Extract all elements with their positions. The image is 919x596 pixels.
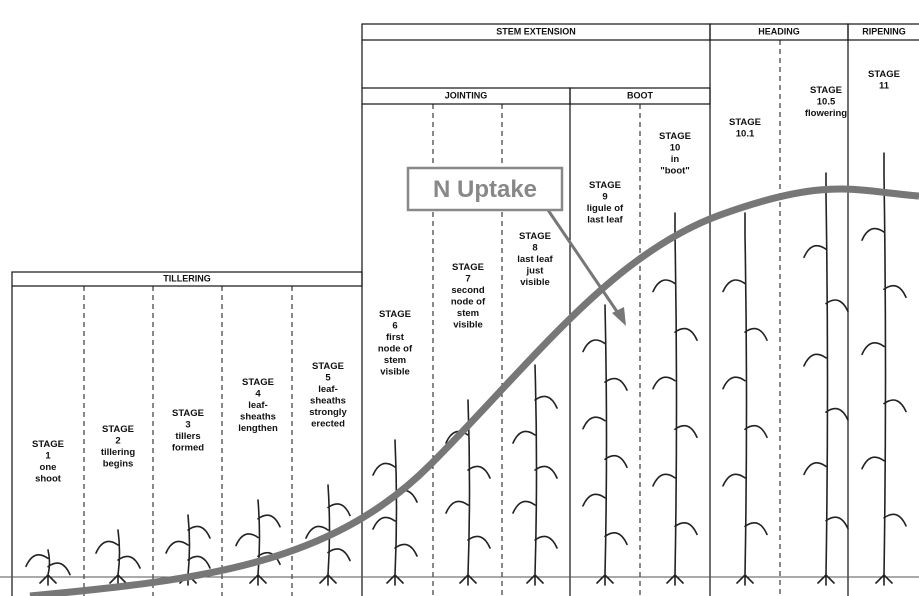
stage-label-line: 10.1 xyxy=(736,129,755,140)
stage-label-line: 10 xyxy=(670,143,681,154)
arrow xyxy=(548,210,620,316)
stage-label-line: node of xyxy=(451,297,486,308)
stage-label-line: STAGE xyxy=(810,85,842,96)
stage-label-line: STAGE xyxy=(242,377,274,388)
stage-label-line: 8 xyxy=(532,243,537,254)
plants xyxy=(26,153,906,585)
plant xyxy=(373,440,417,585)
stage-label-line: visible xyxy=(380,367,410,378)
stage-label-line: 5 xyxy=(325,373,331,384)
stage-label-line: 2 xyxy=(115,436,120,447)
stage-label-line: one xyxy=(40,462,57,473)
stage-label-line: flowering xyxy=(805,108,847,119)
stage-label-line: STAGE xyxy=(312,361,344,372)
stage-label-line: leaf- xyxy=(318,384,338,395)
plant xyxy=(723,213,767,585)
plant xyxy=(804,173,848,585)
stage-label-line: STAGE xyxy=(659,131,691,142)
stage-label-line: 6 xyxy=(392,321,397,332)
plant xyxy=(26,550,70,585)
plant xyxy=(513,365,557,585)
plant xyxy=(236,500,280,585)
stage-label-line: STAGE xyxy=(589,180,621,191)
stage-label-line: STAGE xyxy=(519,231,551,242)
n-uptake-label: N Uptake xyxy=(433,176,537,203)
stage-label-line: 1 xyxy=(45,451,51,462)
stage-label-line: begins xyxy=(103,459,134,470)
plant xyxy=(862,153,906,585)
plant xyxy=(583,305,627,585)
stage-label-line: 7 xyxy=(465,274,470,285)
header: STEM EXTENSION xyxy=(496,26,576,36)
stage-label-line: STAGE xyxy=(32,439,64,450)
stage-label-line: 9 xyxy=(602,192,607,203)
stage-label-line: 3 xyxy=(185,420,190,431)
stage-label-line: sheaths xyxy=(310,396,346,407)
stage-label-line: first xyxy=(386,332,405,343)
stage-label-line: "boot" xyxy=(660,166,690,177)
stage-labels: STAGE1oneshootSTAGE2tilleringbeginsSTAGE… xyxy=(32,69,900,485)
header: BOOT xyxy=(627,90,654,100)
n-uptake-curve xyxy=(30,189,919,596)
stage-label-line: lengthen xyxy=(238,423,278,434)
stage-label-line: stem xyxy=(384,355,406,366)
stage-label-line: ligule of xyxy=(587,203,624,214)
stage-label-line: 11 xyxy=(879,81,890,92)
header: HEADING xyxy=(758,26,800,36)
stage-label-line: tillering xyxy=(101,447,136,458)
stage-label-line: strongly xyxy=(309,407,347,418)
diagram: TILLERING STEM EXTENSION HEADING RIPENIN… xyxy=(0,0,919,596)
stage-label-line: just xyxy=(526,266,545,277)
stage-label-line: second xyxy=(451,285,484,296)
plant xyxy=(653,213,697,585)
stage-label-line: visible xyxy=(453,320,483,331)
stage-label-line: sheaths xyxy=(240,412,276,423)
stage-label-line: STAGE xyxy=(379,309,411,320)
stage-label-line: last leaf xyxy=(587,215,623,226)
stage-label-line: tillers xyxy=(175,431,200,442)
stage-label-line: stem xyxy=(457,308,479,319)
stage-label-line: 4 xyxy=(255,389,261,400)
header: RIPENING xyxy=(862,26,906,36)
header: JOINTING xyxy=(445,90,488,100)
stage-label-line: STAGE xyxy=(452,262,484,273)
stage-label-line: STAGE xyxy=(102,424,134,435)
stage-label-line: STAGE xyxy=(868,69,900,80)
stage-label-line: in xyxy=(671,154,680,165)
stage-label-line: formed xyxy=(172,443,204,454)
stage-label-line: STAGE xyxy=(172,408,204,419)
stage-label-line: shoot xyxy=(35,474,62,485)
stage-label-line: 10.5 xyxy=(817,97,836,108)
header: TILLERING xyxy=(163,273,211,283)
stage-label-line: node of xyxy=(378,344,413,355)
stage-label-line: visible xyxy=(520,277,550,288)
stage-label-line: erected xyxy=(311,419,345,430)
stage-label-line: leaf- xyxy=(248,400,268,411)
stage-label-line: STAGE xyxy=(729,117,761,128)
stage-label-line: last leaf xyxy=(517,254,553,265)
